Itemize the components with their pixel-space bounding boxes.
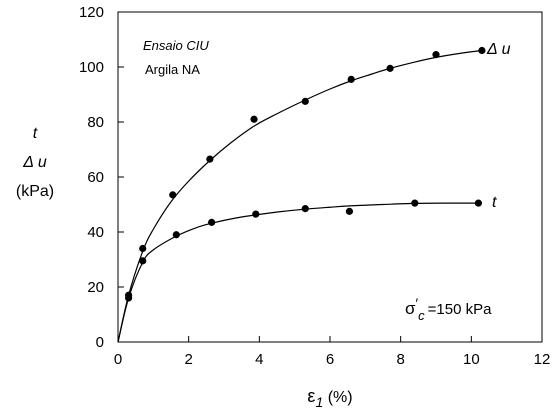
point-t <box>474 199 482 207</box>
x-tick-label: 2 <box>184 351 192 368</box>
curve-du <box>117 49 483 343</box>
point-t <box>301 205 309 213</box>
point-du <box>347 75 355 83</box>
x-tick-label: 4 <box>255 351 263 368</box>
sigma-symbol: σ <box>405 299 416 318</box>
x-axis-title-sub: 1 <box>315 394 323 410</box>
series-label-du: Δ u <box>486 41 511 58</box>
y-tick-label: 100 <box>79 59 104 76</box>
x-axis-title-symbol: ε <box>307 386 315 406</box>
point-t <box>345 207 354 215</box>
x-axis-ticks: 0 2 4 6 8 10 12 <box>114 336 551 368</box>
y-axis-ticks: 0 20 40 60 80 100 120 <box>79 4 124 351</box>
point-t <box>172 231 180 239</box>
point-du <box>250 115 258 123</box>
point-t <box>411 199 419 207</box>
y-tick-label: 0 <box>96 334 104 351</box>
x-tick-label: 12 <box>534 351 551 368</box>
point-du <box>169 191 177 199</box>
point-t <box>125 294 133 302</box>
point-du <box>206 155 214 163</box>
x-tick-label: 10 <box>463 351 480 368</box>
point-t <box>139 257 147 265</box>
sigma-value: =150 kPa <box>428 301 492 318</box>
annotation-confining-stress: σ′c =150 kPa <box>405 295 492 323</box>
x-tick-label: 0 <box>114 351 122 368</box>
y-axis-title-unit: (kPa) <box>16 183 54 200</box>
y-tick-label: 40 <box>87 224 104 241</box>
y-tick-label: 80 <box>87 114 104 131</box>
point-t <box>252 210 260 218</box>
x-axis-title: ε1 (%) <box>307 386 352 410</box>
data-points <box>125 46 486 302</box>
y-tick-label: 60 <box>87 169 104 186</box>
point-du <box>478 46 486 55</box>
point-du <box>386 64 394 72</box>
x-tick-label: 6 <box>326 351 334 368</box>
annotation-test-type: Ensaio CIU <box>143 38 209 53</box>
series-label-t: t <box>492 194 497 211</box>
y-axis-title-t: t <box>33 125 38 142</box>
x-tick-label: 8 <box>396 351 404 368</box>
x-axis-title-unit: (%) <box>323 389 352 406</box>
sigma-sub: c <box>418 308 425 323</box>
point-du <box>139 244 147 253</box>
y-axis-title-du: Δ u <box>22 154 47 171</box>
point-du <box>432 51 440 59</box>
sigma-prime: ′ <box>416 295 419 311</box>
point-t <box>208 218 216 226</box>
y-tick-label: 20 <box>87 279 104 296</box>
point-du <box>301 97 309 105</box>
y-tick-label: 120 <box>79 4 104 21</box>
annotation-soil: Argila NA <box>145 62 200 77</box>
